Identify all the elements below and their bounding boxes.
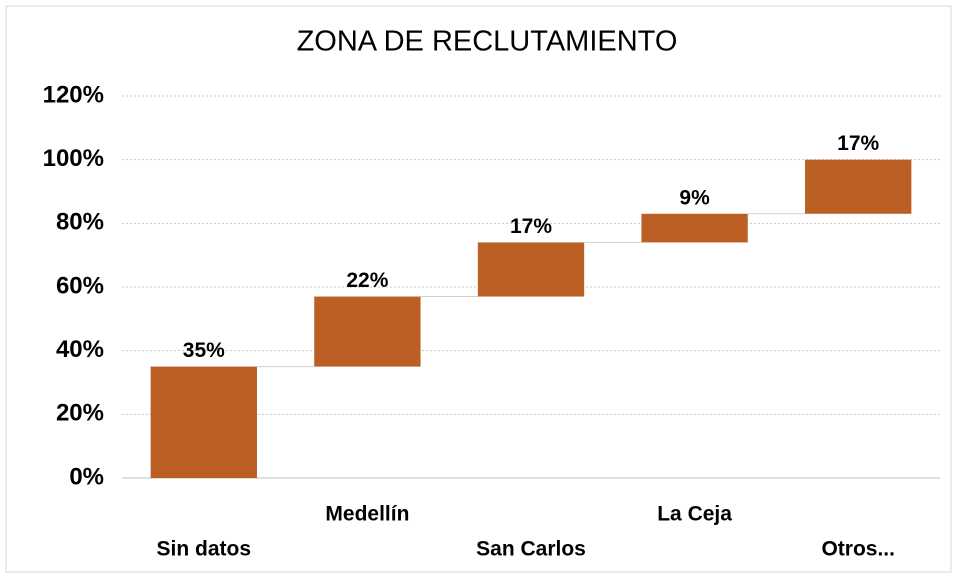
value-label: 22% — [346, 269, 388, 292]
y-tick-label: 80% — [56, 209, 104, 236]
y-tick-label: 100% — [43, 145, 104, 172]
bar — [150, 366, 257, 478]
value-label: 17% — [837, 132, 879, 155]
bar — [641, 213, 748, 243]
y-tick-label: 60% — [56, 272, 104, 299]
y-tick-label: 0% — [69, 463, 104, 490]
bar — [477, 242, 585, 297]
x-tick-label: Otros... — [821, 538, 895, 561]
bar — [314, 296, 421, 367]
x-tick-label: La Ceja — [657, 503, 732, 526]
y-tick-label: 40% — [56, 336, 104, 363]
x-tick-label: Sin datos — [157, 538, 252, 561]
chart-title: ZONA DE RECLUTAMIENTO — [297, 26, 678, 58]
value-label: 35% — [183, 339, 225, 362]
bar — [805, 159, 912, 214]
x-tick-label: Medellín — [325, 503, 409, 526]
value-label: 17% — [510, 215, 552, 238]
y-tick-label: 20% — [56, 400, 104, 427]
value-label: 9% — [679, 186, 710, 209]
x-tick-label: San Carlos — [476, 538, 586, 561]
y-tick-label: 120% — [43, 81, 104, 108]
